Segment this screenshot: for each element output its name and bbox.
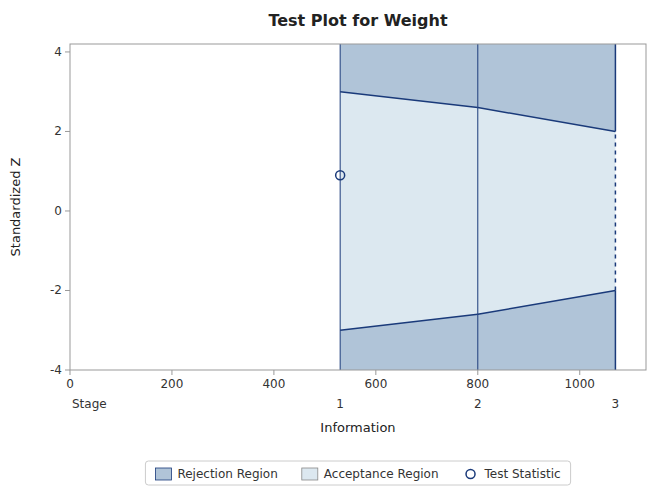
legend-frame: [145, 461, 570, 485]
chart: Test Plot for Weight 0 200 400 600 800 1000 -4 -…: [0, 0, 666, 500]
legend-item: Acceptance Region: [302, 467, 439, 481]
x-tick: [579, 370, 580, 375]
lower-wall: [615, 290, 617, 370]
x-tick: [477, 370, 478, 375]
legend: Rejection Region Acceptance Region Test St…: [155, 467, 560, 481]
y-tick: [65, 131, 70, 132]
legend-marker: [466, 470, 475, 479]
y-tick: [65, 51, 70, 52]
y-tick: [65, 210, 70, 211]
legend-label: Acceptance Region: [324, 467, 439, 481]
y-tick-label: -2: [50, 283, 62, 297]
x-tick-label: 1000: [564, 377, 595, 391]
x-tick-label: 600: [364, 377, 387, 391]
upper-rejection-region: [478, 44, 616, 131]
x-axis-label: Information: [320, 420, 395, 435]
x-tick-label: 800: [466, 377, 489, 391]
plot-frame: [70, 44, 646, 370]
stage-label: Stage: [72, 397, 107, 411]
x-tick-label: 0: [66, 377, 74, 391]
upper-boundary: [340, 92, 478, 108]
x-tick: [171, 370, 172, 375]
y-tick: [65, 370, 70, 371]
y-tick-label: 0: [54, 204, 62, 218]
y-tick: [65, 290, 70, 291]
title: Test Plot for Weight: [268, 11, 447, 30]
test-statistic: [336, 171, 345, 180]
y-axis-label: Standardized Z: [8, 157, 23, 256]
y-tick-label: -4: [50, 363, 62, 377]
lower-rejection-region: [478, 290, 616, 370]
stage-number: 2: [474, 397, 482, 411]
legend-swatch: [302, 468, 318, 480]
stage-number: 3: [612, 397, 620, 411]
lower-rejection-region: [340, 314, 478, 370]
legend-label: Test Statistic: [484, 467, 561, 481]
x-tick: [70, 370, 71, 375]
x-tick-label: 200: [160, 377, 183, 391]
final-stage-line: [615, 131, 617, 290]
y-tick-label: 4: [54, 45, 62, 59]
x-tick-label: 400: [262, 377, 285, 391]
stage-line: [340, 44, 341, 370]
legend-item: Test Statistic: [466, 467, 561, 481]
x-tick: [375, 370, 376, 375]
plot-area: [336, 44, 616, 370]
legend-swatch: [155, 468, 171, 480]
upper-boundary: [478, 108, 616, 132]
y-tick-label: 2: [54, 124, 62, 138]
lower-boundary: [340, 314, 478, 330]
x-tick: [273, 370, 274, 375]
stage-number: 1: [336, 397, 344, 411]
upper-rejection-region: [340, 44, 478, 108]
legend-label: Rejection Region: [177, 467, 277, 481]
upper-wall: [615, 44, 617, 131]
stage-line: [477, 44, 478, 370]
lower-boundary: [478, 290, 616, 314]
legend-item: Rejection Region: [155, 467, 277, 481]
